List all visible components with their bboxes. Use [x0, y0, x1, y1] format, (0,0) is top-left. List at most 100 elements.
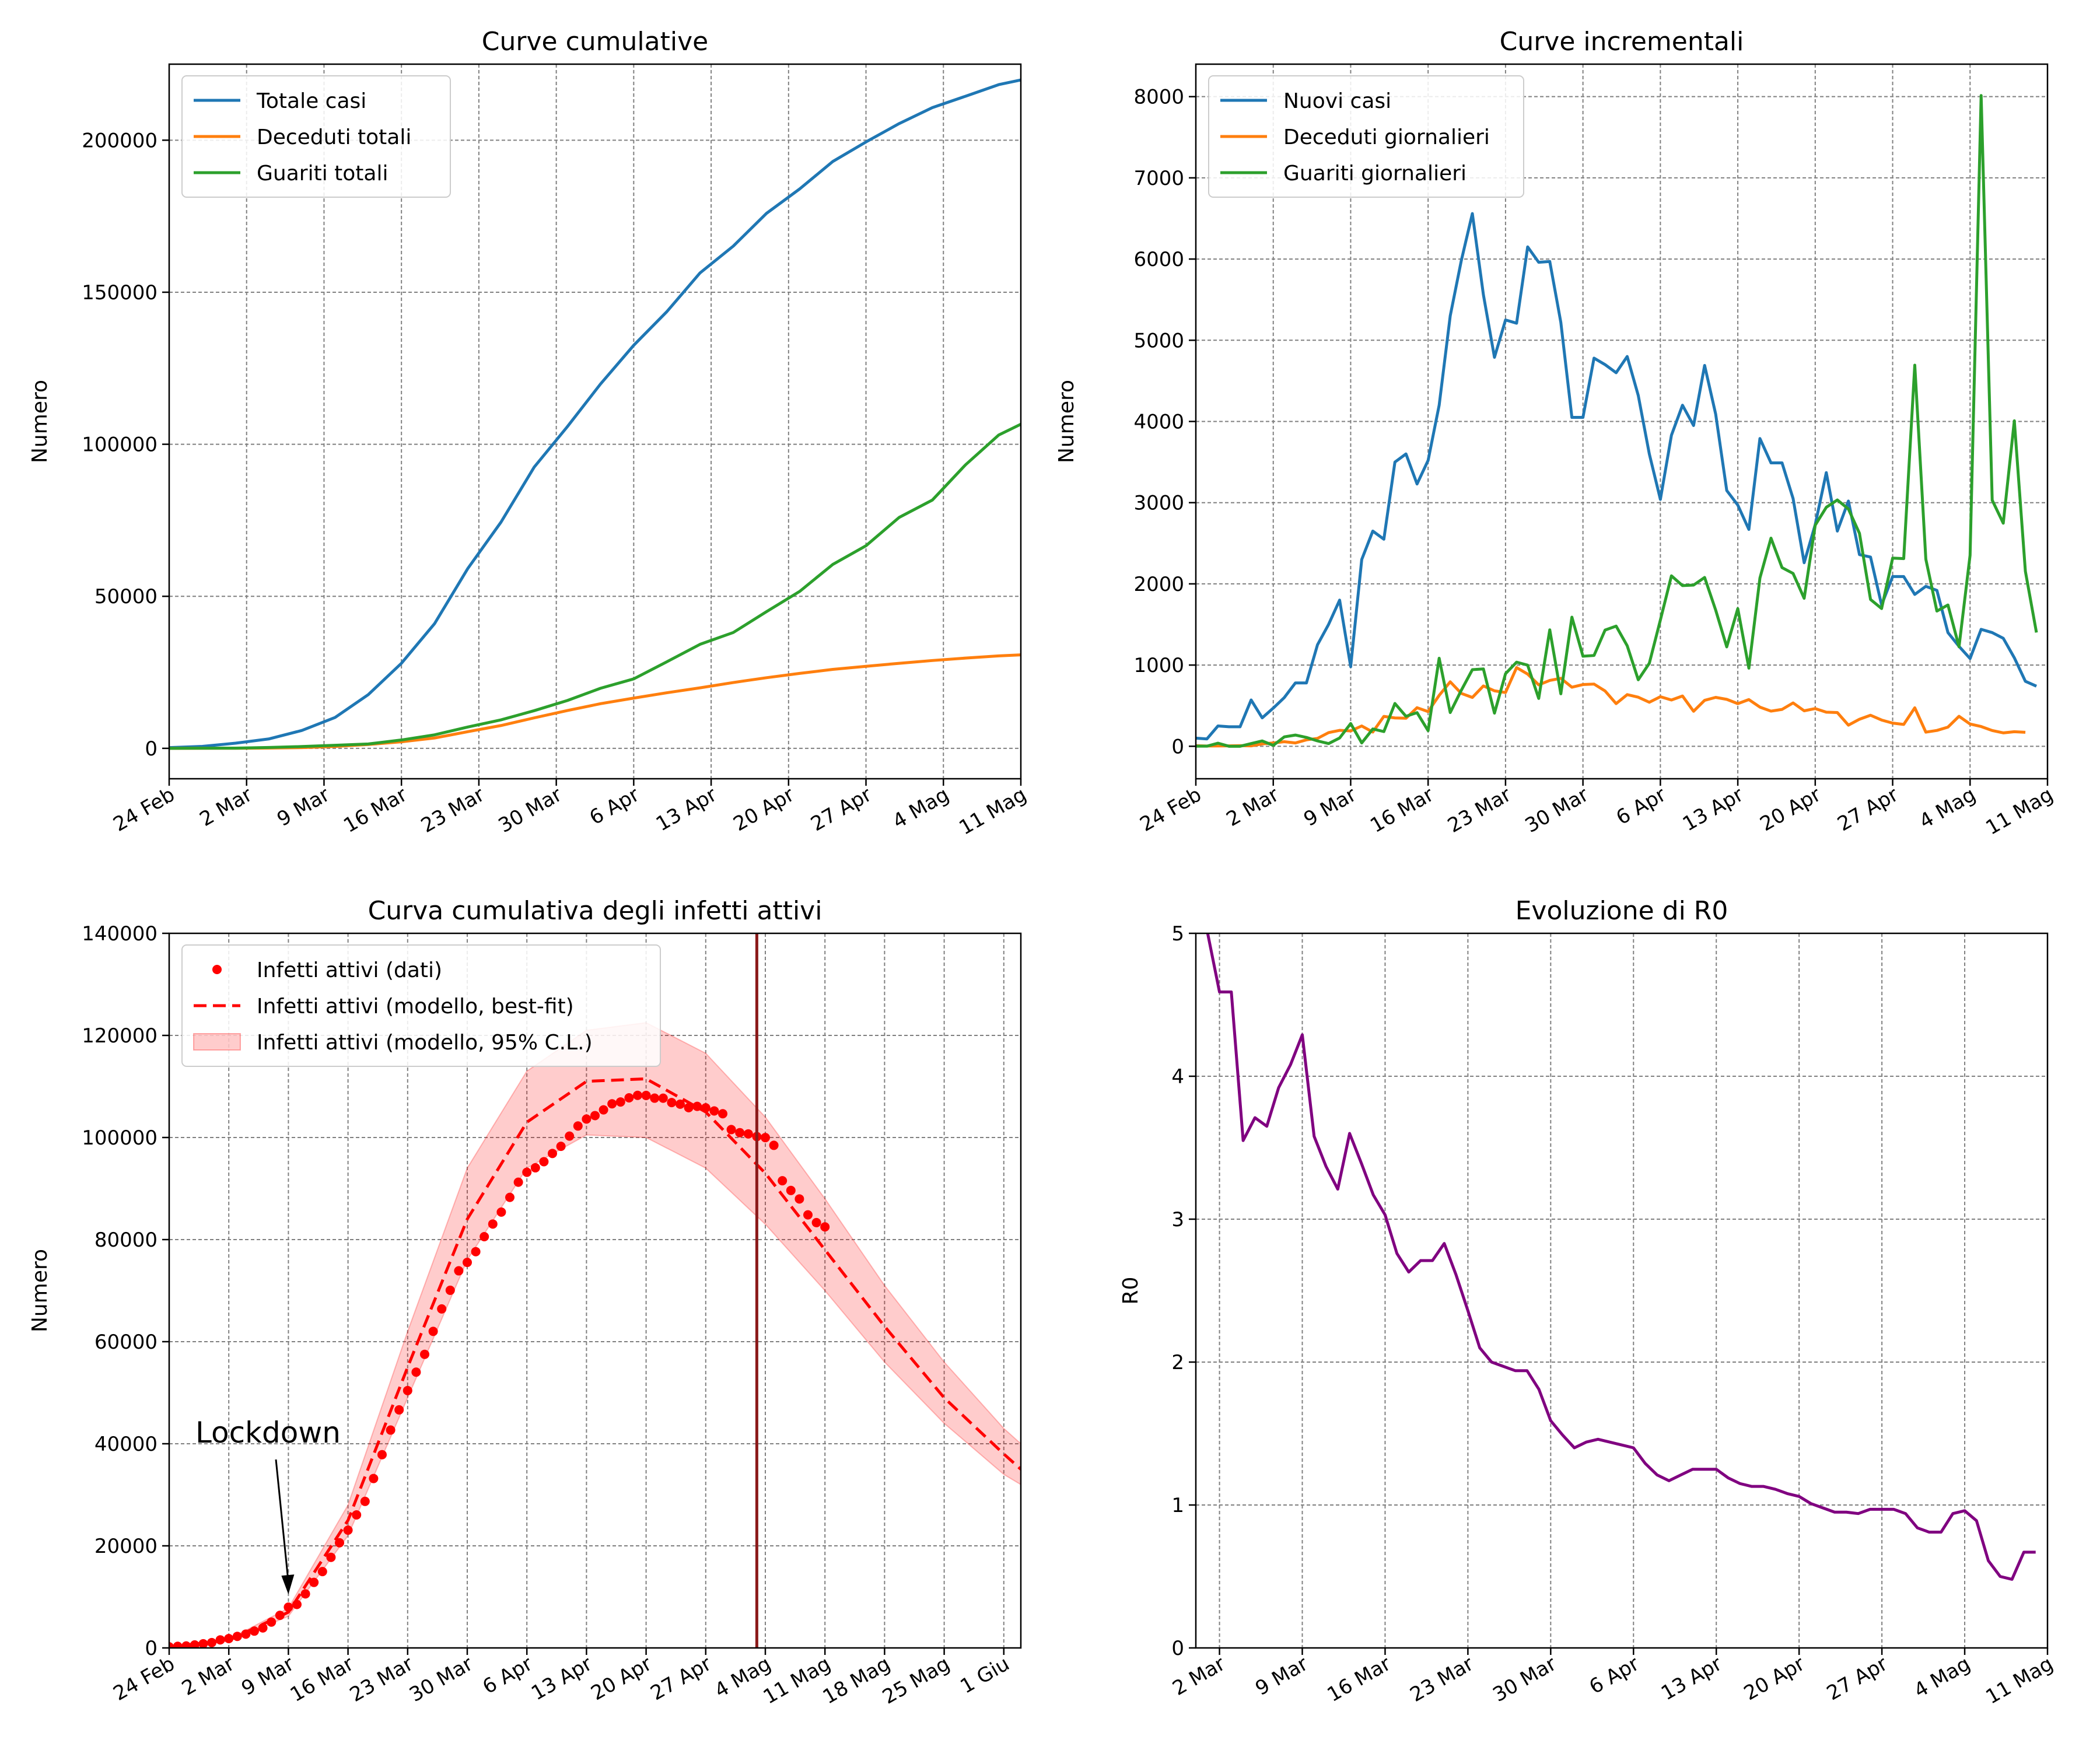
x-tick-label: 30 Mar [495, 783, 566, 838]
legend-label: Totale casi [256, 89, 366, 113]
x-tick-label: 24 Feb [110, 783, 179, 836]
legend-label: Guariti giornalieri [1283, 162, 1466, 186]
x-tick-label: 11 Mag [1982, 1652, 2057, 1709]
data-point [369, 1474, 379, 1483]
y-tick-label: 0 [145, 1637, 158, 1660]
data-point [650, 1093, 660, 1103]
data-point [513, 1177, 523, 1187]
data-point [343, 1525, 353, 1535]
y-tick-label: 8000 [1133, 86, 1184, 109]
data-point [761, 1133, 770, 1143]
data-point [471, 1247, 481, 1256]
data-point [794, 1194, 804, 1204]
chart-title: Curva cumulativa degli infetti attivi [368, 896, 822, 926]
legend-box [181, 944, 661, 1067]
data-point [215, 1635, 225, 1645]
plot-frame [168, 932, 1022, 1649]
y-tick-label: 20000 [94, 1535, 158, 1558]
y-tick-label: 1000 [1133, 654, 1184, 677]
data-point [590, 1111, 600, 1121]
plot-area [169, 78, 1021, 750]
data-point [530, 1163, 540, 1172]
data-point [198, 1639, 208, 1648]
x-tick-label: 2 Mar [196, 783, 257, 831]
data-point [224, 1633, 234, 1643]
data-point [258, 1623, 268, 1633]
x-tick-label: 23 Mar [1406, 1652, 1477, 1707]
data-point [402, 1385, 412, 1395]
x-tick-label: 24 Feb [1136, 783, 1206, 836]
annotation-label: Lockdown [195, 1416, 341, 1450]
y-axis-label: Numero [28, 380, 52, 463]
legend-label: Deceduti giornalieri [1283, 125, 1490, 149]
legend-box [1208, 75, 1524, 198]
y-tick-label: 140000 [82, 922, 158, 946]
x-tick-label: 23 Mar [346, 1652, 417, 1707]
data-point [735, 1128, 745, 1138]
chart-title: Curve incrementali [1500, 27, 1744, 57]
x-tick-label: 4 Mag [889, 783, 953, 834]
x-tick-label: 13 Apr [652, 783, 721, 836]
y-tick-label: 60000 [94, 1331, 158, 1354]
data-point [624, 1093, 634, 1103]
plot-frame [1195, 932, 2049, 1649]
data-point [556, 1142, 566, 1152]
y-tick-label: 0 [145, 737, 158, 761]
data-point [573, 1121, 583, 1131]
x-tick-label: 13 Apr [527, 1652, 596, 1705]
series-line [169, 78, 1021, 750]
chart-panel-cumulative: 24 Feb 2 Mar 9 Mar 16 Mar 23 Mar 30 Mar 6 Apr 1… [28, 27, 1031, 840]
x-tick-label: 9 Mar [273, 783, 334, 831]
x-tick-label: 30 Mar [1521, 783, 1592, 838]
data-point [284, 1602, 293, 1612]
annotation-arrowhead [281, 1574, 295, 1595]
x-tick-label: 27 Apr [1833, 783, 1902, 836]
x-tick-label: 9 Mar [1300, 783, 1360, 831]
data-point [718, 1109, 727, 1119]
x-tick-label: 6 Apr [586, 783, 643, 830]
x-tick-label: 1 Giu [957, 1652, 1014, 1699]
y-tick-label: 100000 [82, 1126, 158, 1150]
legend-label: Deceduti totali [257, 125, 411, 149]
data-point [437, 1304, 447, 1314]
y-tick-label: 150000 [82, 281, 158, 304]
legend-label: Infetti attivi (modello, best-fit) [257, 995, 574, 1019]
y-tick-label: 80000 [94, 1228, 158, 1252]
x-tick-label: 20 Apr [587, 1652, 656, 1705]
data-point [803, 1210, 813, 1220]
data-point [496, 1207, 506, 1217]
x-tick-label: 27 Apr [1823, 1652, 1892, 1705]
data-point [360, 1496, 370, 1506]
data-point [548, 1149, 557, 1158]
data-point [463, 1258, 472, 1268]
x-tick-label: 6 Apr [1612, 783, 1670, 830]
data-point [480, 1231, 489, 1241]
data-point [709, 1106, 719, 1116]
x-tick-label: 13 Apr [1679, 783, 1748, 836]
plot-area [1196, 94, 2038, 748]
chart-title: Curve cumulative [482, 27, 708, 57]
series-line [1196, 212, 2038, 741]
data-point [641, 1090, 651, 1100]
data-point [582, 1114, 592, 1124]
x-tick-label: 16 Mar [1366, 783, 1437, 838]
x-tick-label: 11 Mag [956, 783, 1031, 840]
y-tick-label: 1 [1171, 1494, 1184, 1517]
x-tick-label: 6 Apr [479, 1652, 537, 1699]
data-point [317, 1567, 327, 1577]
data-point [309, 1577, 319, 1587]
y-tick-label: 40000 [94, 1433, 158, 1456]
data-point [181, 1641, 191, 1648]
plot-frame [168, 63, 1022, 780]
data-point [667, 1098, 677, 1108]
plot-area [169, 1022, 1021, 1648]
x-tick-label: 23 Mar [1444, 783, 1515, 838]
data-point [352, 1510, 362, 1520]
series-line [1206, 933, 2036, 1581]
x-tick-label: 9 Mar [1251, 1652, 1312, 1700]
x-tick-label: 11 Mag [1982, 783, 2057, 840]
data-point [445, 1285, 455, 1295]
y-tick-label: 4000 [1133, 411, 1184, 434]
legend-swatch [193, 1033, 241, 1051]
